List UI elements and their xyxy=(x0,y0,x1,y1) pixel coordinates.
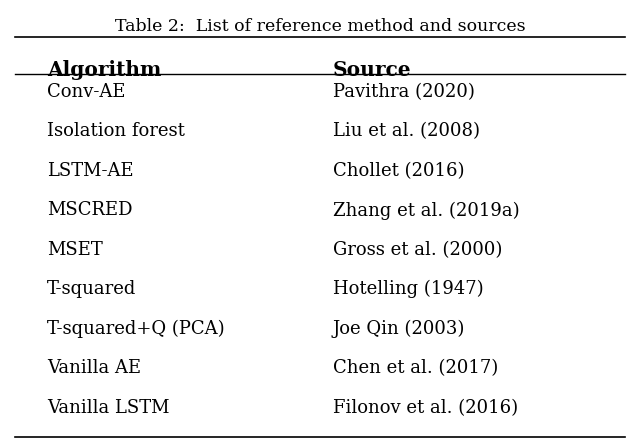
Text: Isolation forest: Isolation forest xyxy=(47,122,185,140)
Text: MSET: MSET xyxy=(47,241,103,259)
Text: Conv-AE: Conv-AE xyxy=(47,83,125,101)
Text: Algorithm: Algorithm xyxy=(47,60,161,80)
Text: Table 2:  List of reference method and sources: Table 2: List of reference method and so… xyxy=(115,18,525,35)
Text: Filonov et al. (2016): Filonov et al. (2016) xyxy=(333,399,518,417)
Text: T-squared+Q (PCA): T-squared+Q (PCA) xyxy=(47,320,225,338)
Text: Chollet (2016): Chollet (2016) xyxy=(333,162,464,180)
Text: Chen et al. (2017): Chen et al. (2017) xyxy=(333,359,498,377)
Text: MSCRED: MSCRED xyxy=(47,201,132,219)
Text: LSTM-AE: LSTM-AE xyxy=(47,162,134,180)
Text: Hotelling (1947): Hotelling (1947) xyxy=(333,280,483,298)
Text: Vanilla LSTM: Vanilla LSTM xyxy=(47,399,170,417)
Text: Gross et al. (2000): Gross et al. (2000) xyxy=(333,241,502,259)
Text: Zhang et al. (2019a): Zhang et al. (2019a) xyxy=(333,201,519,220)
Text: Liu et al. (2008): Liu et al. (2008) xyxy=(333,122,480,140)
Text: Vanilla AE: Vanilla AE xyxy=(47,359,141,377)
Text: Pavithra (2020): Pavithra (2020) xyxy=(333,83,475,101)
Text: T-squared: T-squared xyxy=(47,280,136,298)
Text: Joe Qin (2003): Joe Qin (2003) xyxy=(333,320,465,338)
Text: Source: Source xyxy=(333,60,412,80)
